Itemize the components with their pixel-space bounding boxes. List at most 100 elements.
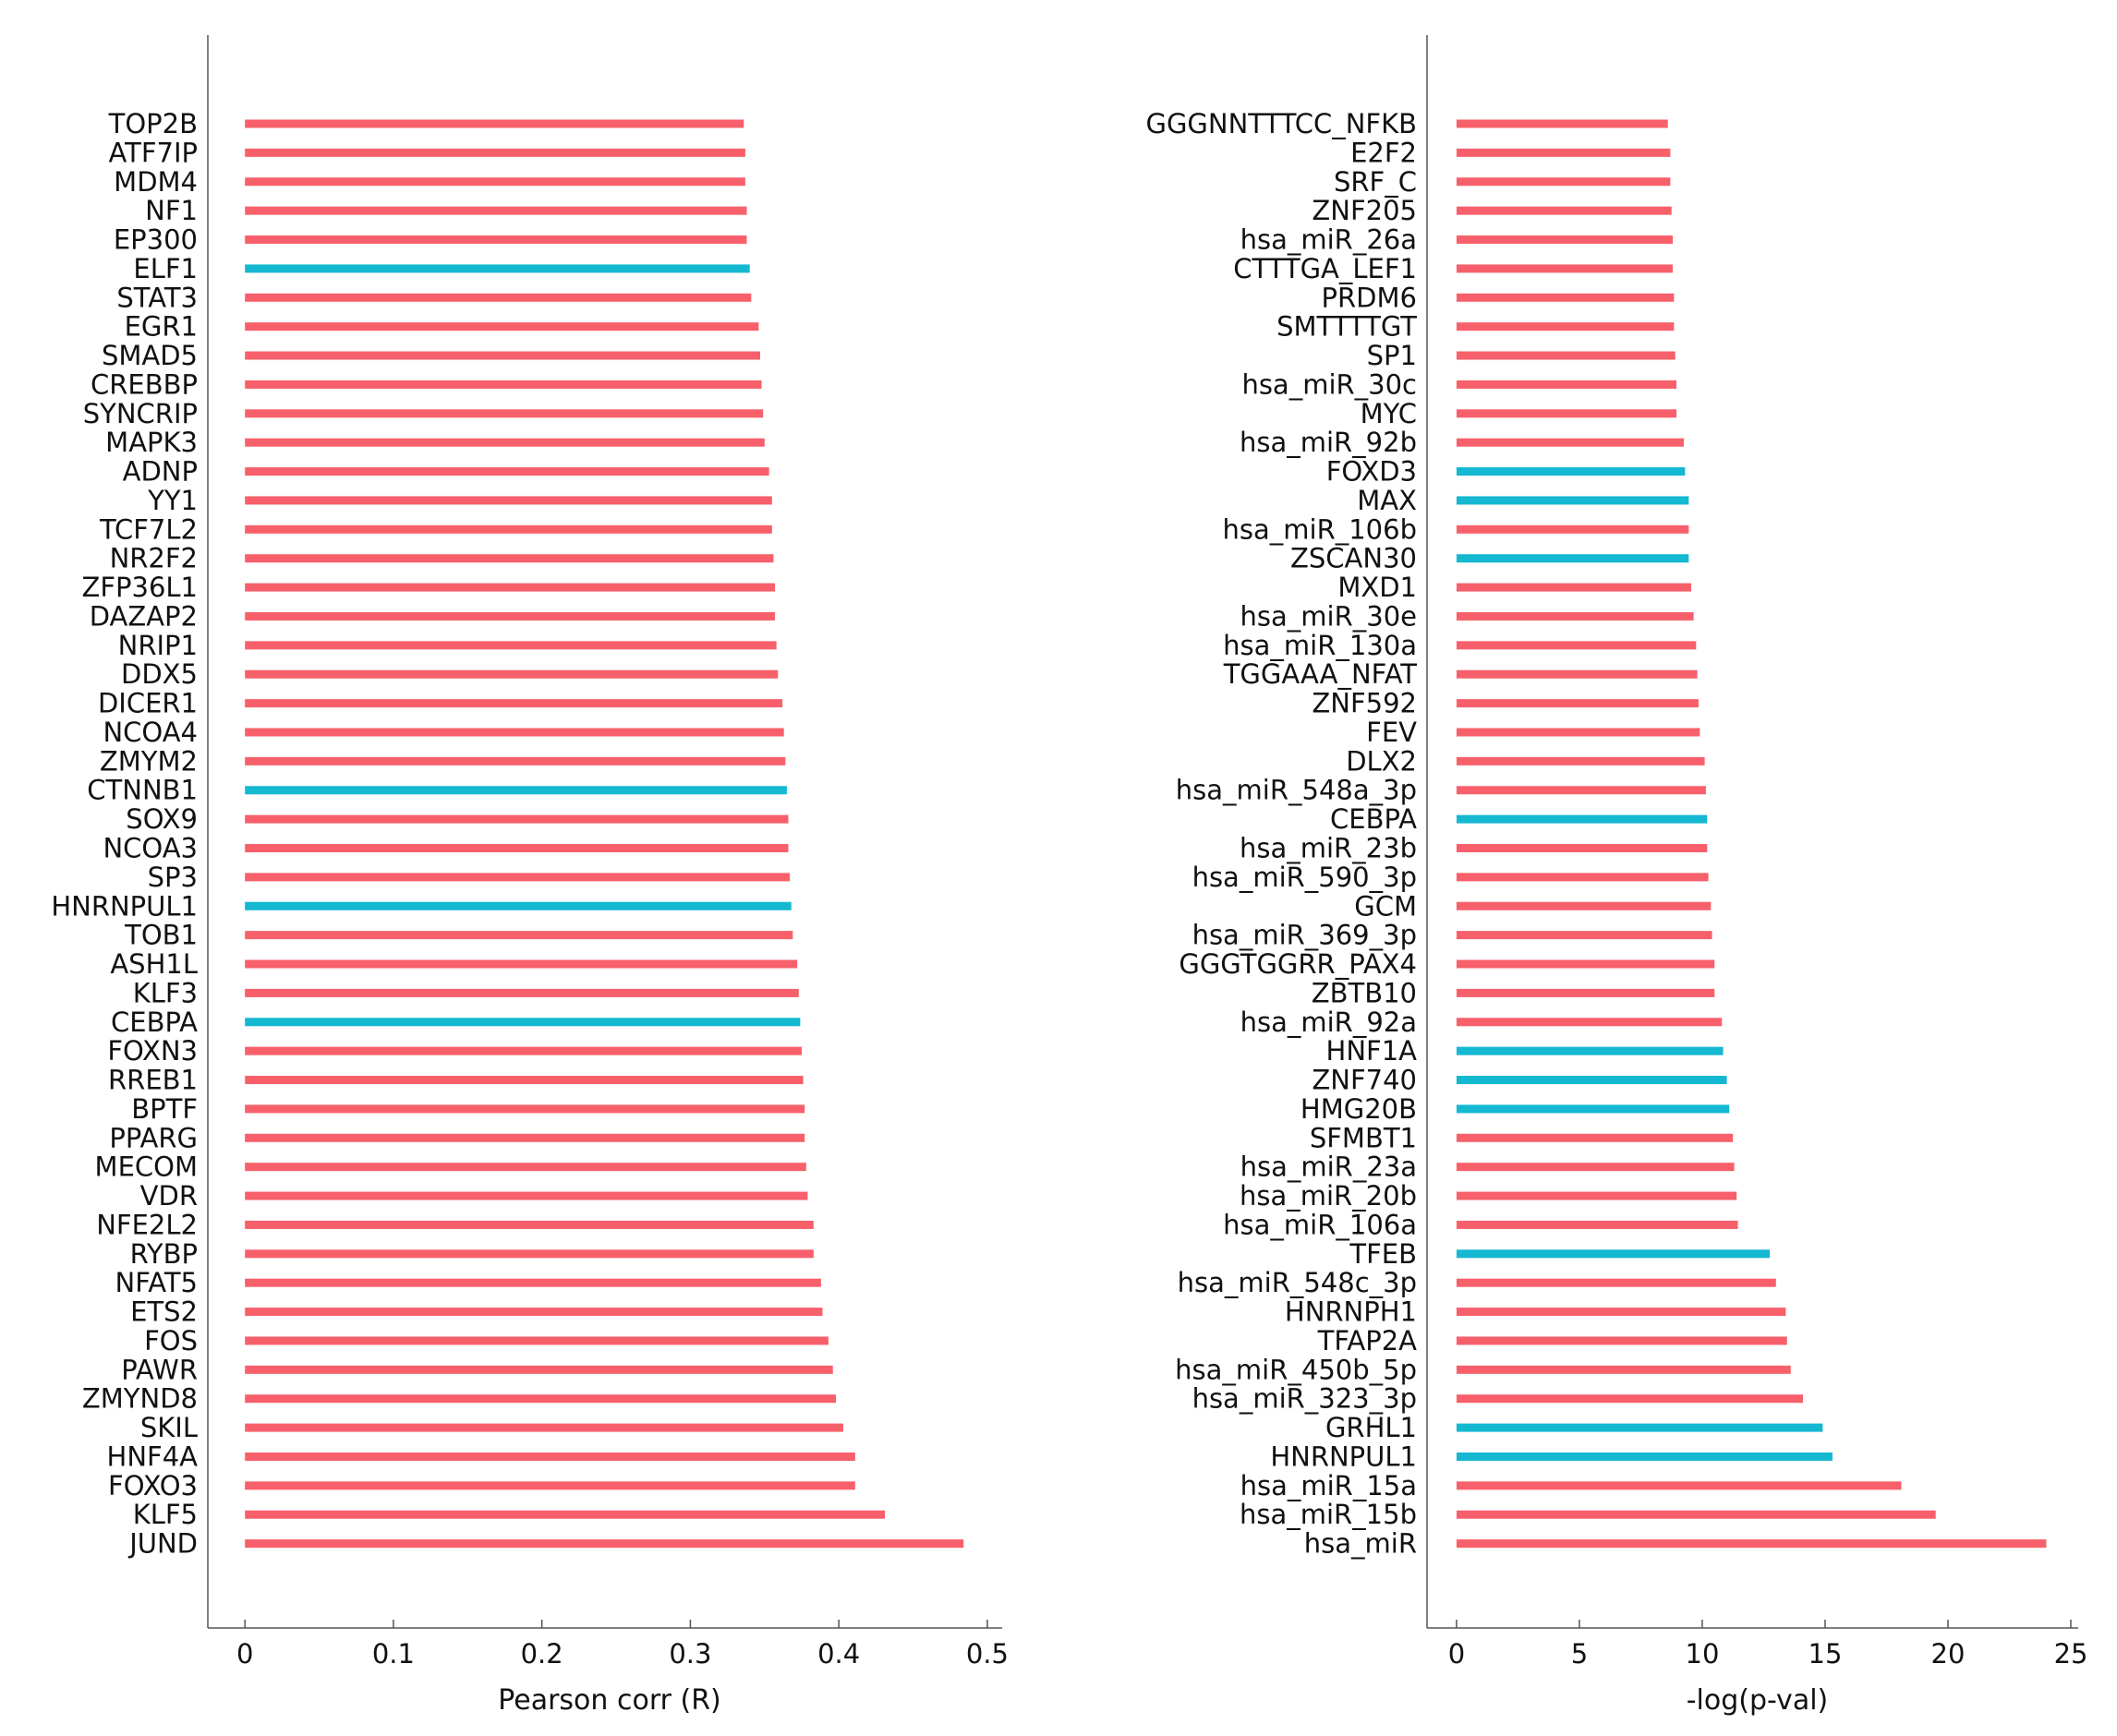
bar-hsa_mir_23a xyxy=(1456,1163,1735,1172)
category-label: PAWR xyxy=(121,1354,198,1385)
bar-ets2 xyxy=(245,1308,823,1317)
bar-nfe2l2 xyxy=(245,1220,814,1229)
bar-grhl1 xyxy=(1456,1423,1823,1432)
category-label: FOS xyxy=(144,1325,198,1356)
panel-pearson-corr: TOP2BATF7IPMDM4NF1EP300ELF1STAT3EGR1SMAD… xyxy=(51,35,1009,1717)
bar-ctttga_lef1 xyxy=(1456,264,1674,273)
category-label: SKIL xyxy=(140,1412,198,1443)
category-label: hsa_miR_323_3p xyxy=(1192,1383,1417,1415)
category-label: NR2F2 xyxy=(110,543,198,574)
category-label: KLF5 xyxy=(133,1499,198,1530)
x-tick-label: 20 xyxy=(1931,1638,1966,1670)
category-label: EGR1 xyxy=(125,311,198,343)
bar-adnp xyxy=(245,467,769,476)
bar-tfeb xyxy=(1456,1249,1771,1259)
bar-ctnnb1 xyxy=(245,786,787,795)
category-label: SYNCRIP xyxy=(83,398,198,429)
category-label: ZMYM2 xyxy=(100,745,198,777)
bar-ncoa3 xyxy=(245,844,789,852)
bar-hsa_mir_26a xyxy=(1456,235,1674,245)
bar-cebpa xyxy=(245,1018,801,1027)
bar-pawr xyxy=(245,1365,833,1374)
bar-tfap2a xyxy=(1456,1336,1787,1345)
bar-sp3 xyxy=(245,873,791,882)
bar-klf5 xyxy=(245,1510,886,1519)
category-label: MYC xyxy=(1361,398,1417,429)
category-label: hsa_miR_15b xyxy=(1240,1499,1417,1530)
bar-mxd1 xyxy=(1456,583,1691,592)
bar-skil xyxy=(245,1423,844,1432)
bar-smad5 xyxy=(245,351,760,360)
bar-nfat5 xyxy=(245,1278,821,1287)
category-label: hsa_miR_548a_3p xyxy=(1176,775,1417,806)
category-label: hsa_miR_23b xyxy=(1240,833,1417,864)
x-tick-label: 0 xyxy=(236,1638,253,1670)
category-label: DDX5 xyxy=(121,658,198,690)
bar-hnrnph1 xyxy=(1456,1308,1786,1317)
bar-hsa_mir_450b_5p xyxy=(1456,1365,1791,1374)
category-label: CEBPA xyxy=(1330,803,1417,835)
category-label: HNRNPH1 xyxy=(1285,1296,1417,1328)
category-label: GCM xyxy=(1354,890,1417,922)
category-label: SFMBT1 xyxy=(1310,1122,1417,1153)
bar-nrip1 xyxy=(245,641,777,650)
bar-dlx2 xyxy=(1456,756,1705,766)
category-label: PPARG xyxy=(109,1122,198,1153)
bar-egr1 xyxy=(245,322,759,332)
bar-bptf xyxy=(245,1104,805,1114)
x-tick-label: 5 xyxy=(1571,1638,1588,1670)
bar-zbtb10 xyxy=(1456,988,1715,997)
category-label: ELF1 xyxy=(133,253,198,284)
bar-hsa_mir_106a xyxy=(1456,1220,1738,1229)
x-tick-label: 0.3 xyxy=(669,1638,711,1670)
category-label: SRF_C xyxy=(1334,166,1417,198)
bar-crebbp xyxy=(245,380,762,389)
bar-hmg20b xyxy=(1456,1104,1730,1114)
bar-hsa_mir_106b xyxy=(1456,524,1689,534)
category-label: hsa_miR xyxy=(1304,1528,1417,1560)
category-label: hsa_miR_130a xyxy=(1223,630,1417,661)
category-label: SP1 xyxy=(1367,340,1417,371)
category-label: MDM4 xyxy=(114,166,198,198)
bar-hsa_mir xyxy=(1456,1539,2047,1549)
category-label: HNRNPUL1 xyxy=(1270,1441,1417,1472)
category-label: TGGAAA_NFAT xyxy=(1223,658,1418,690)
bar-sp1 xyxy=(1456,351,1675,360)
category-label: GGGTGGRR_PAX4 xyxy=(1179,948,1417,980)
bar-ash1l xyxy=(245,959,798,969)
category-label: STAT3 xyxy=(116,282,198,313)
category-label: hsa_miR_106a xyxy=(1223,1209,1417,1240)
bar-sox9 xyxy=(245,814,789,824)
bar-hsa_mir_20b xyxy=(1456,1191,1737,1200)
category-label: TOB1 xyxy=(124,920,198,951)
category-label: ETS2 xyxy=(130,1296,198,1328)
category-label: ZMYND8 xyxy=(82,1383,198,1415)
category-label: NFAT5 xyxy=(115,1267,198,1298)
panel-neg-log-pval: GGGNNTTTCC_NFKBE2F2SRF_CZNF205hsa_miR_26… xyxy=(1145,35,2087,1717)
bar-mdm4 xyxy=(245,177,745,187)
category-label: ZSCAN30 xyxy=(1290,543,1417,574)
category-label: hsa_miR_30c xyxy=(1241,368,1417,400)
x-tick-label: 0.1 xyxy=(372,1638,415,1670)
bar-tob1 xyxy=(245,931,793,940)
category-label: SMAD5 xyxy=(102,340,198,371)
bar-fev xyxy=(1456,728,1700,737)
bar-hsa_mir_92b xyxy=(1456,438,1685,447)
bar-zmym2 xyxy=(245,756,786,766)
category-label: YY1 xyxy=(147,485,198,516)
bar-hsa_mir_23b xyxy=(1456,844,1708,852)
category-label: hsa_miR_30e xyxy=(1240,600,1417,632)
bar-myc xyxy=(1456,409,1677,418)
bar-mecom xyxy=(245,1163,806,1172)
category-label: ZBTB10 xyxy=(1312,977,1417,1008)
bar-rybp xyxy=(245,1249,814,1259)
category-label: E2F2 xyxy=(1350,137,1417,168)
bar-jund xyxy=(245,1539,964,1549)
bar-klf3 xyxy=(245,988,799,997)
bar-hnrnpul1 xyxy=(245,901,792,910)
category-label: hsa_miR_106b xyxy=(1223,513,1417,545)
bar-hsa_mir_15b xyxy=(1456,1510,1936,1519)
bar-gggnntttcc_nfkb xyxy=(1456,119,1668,128)
bar-hsa_mir_548a_3p xyxy=(1456,786,1706,795)
